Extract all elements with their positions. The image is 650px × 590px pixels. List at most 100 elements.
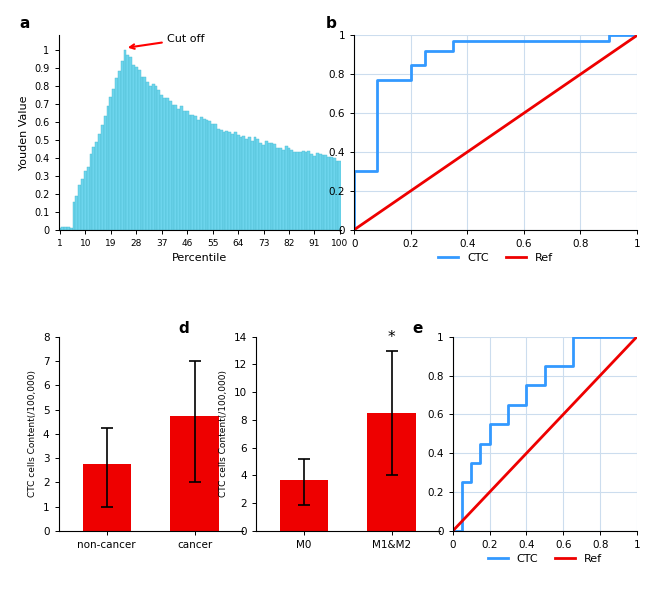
CTC: [476, 440, 484, 447]
Bar: [333, 158, 335, 230]
CTC: [350, 168, 358, 175]
Line: CTC: CTC: [354, 35, 637, 230]
Bar: [220, 130, 222, 230]
Text: e: e: [412, 321, 423, 336]
CTC: [523, 401, 530, 408]
Bar: [242, 136, 245, 230]
Bar: [144, 77, 146, 230]
CTC: [449, 47, 457, 54]
Bar: [285, 146, 287, 230]
Bar: [155, 86, 157, 230]
Bar: [222, 132, 226, 230]
Legend: CTC, Ref: CTC, Ref: [434, 248, 557, 267]
Bar: [177, 109, 180, 230]
Bar: [109, 97, 112, 230]
Bar: [270, 143, 274, 230]
Bar: [279, 148, 282, 230]
Bar: [118, 71, 121, 230]
Bar: [257, 139, 259, 230]
Bar: [172, 105, 174, 230]
Bar: [92, 147, 96, 230]
Bar: [98, 134, 101, 230]
CTC: [486, 440, 493, 447]
Bar: [84, 171, 87, 230]
Bar: [112, 89, 115, 230]
Bar: [254, 137, 257, 230]
Text: a: a: [19, 16, 29, 31]
CTC: [458, 479, 466, 486]
Bar: [87, 167, 90, 230]
Bar: [75, 196, 78, 230]
Bar: [291, 150, 293, 230]
Y-axis label: CTC cells Content(/100,000): CTC cells Content(/100,000): [29, 371, 37, 497]
Bar: [163, 99, 166, 230]
Text: b: b: [326, 16, 337, 31]
CTC: [633, 32, 641, 39]
Bar: [169, 101, 172, 230]
CTC: [569, 362, 577, 369]
CTC: [373, 168, 381, 175]
Bar: [67, 227, 70, 230]
Bar: [124, 50, 126, 230]
Bar: [316, 153, 318, 230]
Bar: [197, 120, 200, 230]
Bar: [339, 160, 341, 230]
Bar: [73, 202, 75, 230]
Bar: [231, 134, 234, 230]
CTC: [449, 38, 457, 45]
CTC: [604, 38, 612, 45]
Bar: [135, 67, 138, 230]
Bar: [149, 86, 152, 230]
CTC: [604, 32, 612, 39]
CTC: [407, 77, 415, 84]
Bar: [129, 57, 132, 230]
Bar: [313, 156, 316, 230]
Bar: [305, 152, 307, 230]
Bar: [161, 95, 163, 230]
Bar: [217, 129, 220, 230]
CTC: [350, 226, 358, 233]
Bar: [126, 55, 129, 230]
Bar: [90, 154, 92, 230]
Bar: [61, 227, 64, 230]
CTC: [486, 421, 493, 428]
CTC: [458, 527, 466, 535]
Bar: [239, 137, 242, 230]
Bar: [174, 104, 177, 230]
Bar: [214, 124, 217, 230]
Line: CTC: CTC: [453, 337, 637, 531]
Bar: [287, 148, 291, 230]
Bar: [194, 116, 197, 230]
Bar: [146, 82, 149, 230]
Bar: [107, 106, 109, 230]
Bar: [293, 152, 296, 230]
Bar: [200, 117, 203, 230]
Bar: [318, 154, 322, 230]
Bar: [188, 114, 192, 230]
CTC: [476, 460, 484, 467]
Bar: [64, 227, 67, 230]
Text: d: d: [178, 321, 189, 336]
Bar: [157, 90, 161, 230]
Bar: [132, 65, 135, 230]
Bar: [170, 415, 218, 531]
Text: Cut off: Cut off: [130, 34, 205, 49]
Text: *: *: [388, 330, 395, 345]
Bar: [140, 77, 144, 230]
CTC: [541, 382, 549, 389]
CTC: [407, 61, 415, 68]
Bar: [307, 151, 310, 230]
Y-axis label: Youden Value: Youden Value: [19, 96, 29, 170]
Bar: [183, 112, 186, 230]
Bar: [237, 135, 239, 230]
Bar: [322, 155, 324, 230]
Bar: [104, 116, 107, 230]
Bar: [166, 97, 169, 230]
Bar: [96, 142, 98, 230]
Bar: [248, 137, 251, 230]
CTC: [467, 479, 475, 486]
CTC: [569, 333, 577, 340]
Bar: [280, 480, 328, 531]
X-axis label: Percentile: Percentile: [172, 253, 227, 263]
Bar: [327, 157, 330, 230]
